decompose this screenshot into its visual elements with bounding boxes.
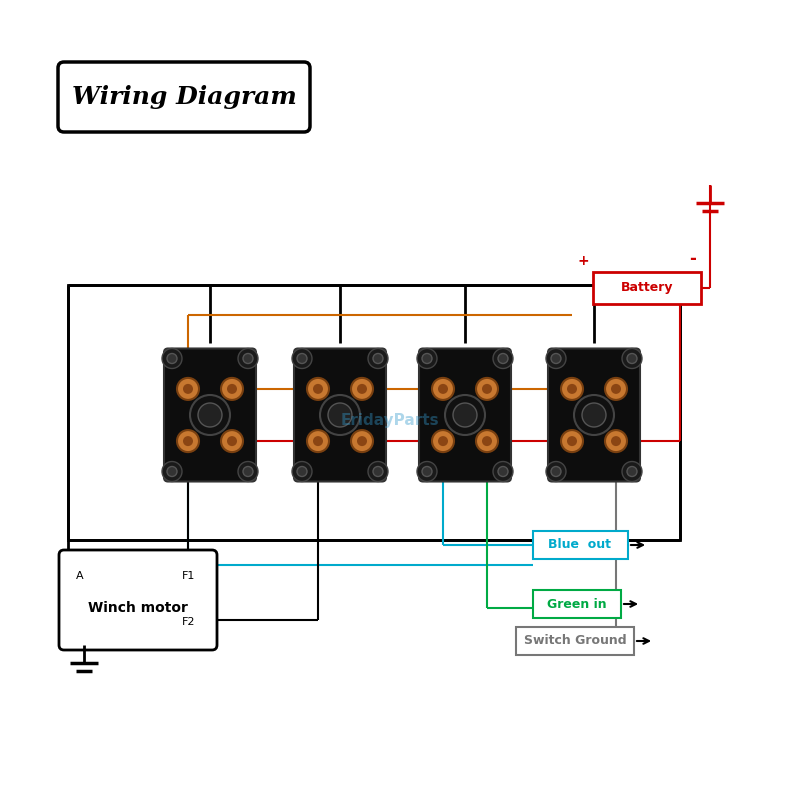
Circle shape: [183, 384, 193, 394]
Circle shape: [227, 384, 237, 394]
Bar: [516, 627, 634, 655]
Text: Switch Ground: Switch Ground: [524, 634, 626, 647]
Circle shape: [183, 436, 193, 446]
Circle shape: [453, 403, 477, 427]
Circle shape: [313, 384, 323, 394]
FancyBboxPatch shape: [294, 349, 386, 482]
Circle shape: [438, 384, 448, 394]
Circle shape: [605, 430, 627, 452]
Circle shape: [297, 466, 307, 477]
Circle shape: [297, 354, 307, 363]
Circle shape: [476, 378, 498, 400]
Circle shape: [567, 436, 577, 446]
Circle shape: [627, 466, 637, 477]
Circle shape: [162, 349, 182, 369]
Circle shape: [243, 466, 253, 477]
Text: Wiring Diagram: Wiring Diagram: [71, 85, 297, 109]
Circle shape: [351, 430, 373, 452]
Circle shape: [417, 462, 437, 482]
Circle shape: [162, 462, 182, 482]
Circle shape: [328, 403, 352, 427]
Circle shape: [561, 430, 583, 452]
Circle shape: [238, 349, 258, 369]
Circle shape: [320, 395, 360, 435]
Circle shape: [422, 354, 432, 363]
Text: F2: F2: [182, 617, 195, 627]
Text: A: A: [76, 571, 84, 581]
Circle shape: [611, 384, 621, 394]
Circle shape: [198, 403, 222, 427]
FancyBboxPatch shape: [59, 550, 217, 650]
Text: +: +: [577, 254, 589, 268]
Circle shape: [482, 384, 492, 394]
Circle shape: [445, 395, 485, 435]
Circle shape: [292, 349, 312, 369]
Text: -: -: [690, 250, 697, 268]
Text: F1: F1: [182, 571, 195, 581]
Bar: [533, 531, 628, 559]
Circle shape: [190, 395, 230, 435]
Circle shape: [498, 354, 508, 363]
Text: Blue  out: Blue out: [549, 538, 611, 551]
Circle shape: [561, 378, 583, 400]
Circle shape: [493, 462, 513, 482]
Circle shape: [476, 430, 498, 452]
Circle shape: [307, 378, 329, 400]
Circle shape: [307, 430, 329, 452]
Circle shape: [417, 349, 437, 369]
Circle shape: [313, 436, 323, 446]
Circle shape: [167, 466, 177, 477]
FancyBboxPatch shape: [419, 349, 511, 482]
Circle shape: [551, 354, 561, 363]
Circle shape: [227, 436, 237, 446]
Circle shape: [622, 462, 642, 482]
Text: Green in: Green in: [547, 598, 607, 610]
Circle shape: [605, 378, 627, 400]
Text: EridayParts: EridayParts: [341, 413, 439, 427]
Bar: [533, 590, 621, 618]
Circle shape: [368, 349, 388, 369]
Circle shape: [493, 349, 513, 369]
Circle shape: [567, 384, 577, 394]
FancyBboxPatch shape: [58, 62, 310, 132]
Circle shape: [373, 466, 383, 477]
FancyBboxPatch shape: [164, 349, 256, 482]
Circle shape: [357, 384, 367, 394]
Circle shape: [351, 378, 373, 400]
Circle shape: [546, 349, 566, 369]
Circle shape: [221, 430, 243, 452]
Circle shape: [582, 403, 606, 427]
Circle shape: [432, 378, 454, 400]
Circle shape: [438, 436, 448, 446]
Circle shape: [357, 436, 367, 446]
Circle shape: [177, 430, 199, 452]
FancyBboxPatch shape: [548, 349, 640, 482]
Circle shape: [238, 462, 258, 482]
Circle shape: [546, 462, 566, 482]
Circle shape: [422, 466, 432, 477]
Circle shape: [611, 436, 621, 446]
Bar: [593, 272, 701, 304]
Text: Battery: Battery: [621, 282, 674, 294]
Circle shape: [368, 462, 388, 482]
Circle shape: [373, 354, 383, 363]
Circle shape: [167, 354, 177, 363]
Circle shape: [574, 395, 614, 435]
Circle shape: [498, 466, 508, 477]
Bar: [68, 285, 680, 540]
Circle shape: [292, 462, 312, 482]
Circle shape: [482, 436, 492, 446]
Circle shape: [432, 430, 454, 452]
Circle shape: [622, 349, 642, 369]
Circle shape: [177, 378, 199, 400]
Circle shape: [221, 378, 243, 400]
Circle shape: [243, 354, 253, 363]
Circle shape: [627, 354, 637, 363]
Text: Winch motor: Winch motor: [88, 601, 188, 615]
Circle shape: [551, 466, 561, 477]
